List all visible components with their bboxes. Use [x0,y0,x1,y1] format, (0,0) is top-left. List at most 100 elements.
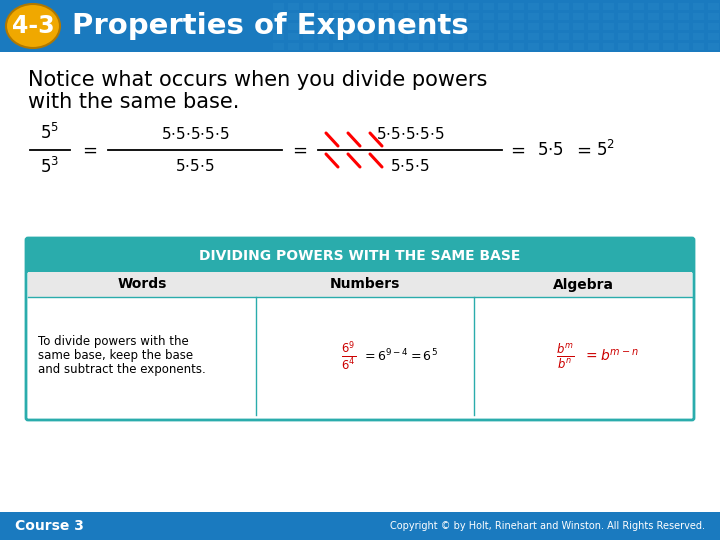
Bar [693,43,704,50]
Bar [273,33,284,40]
Bar [348,33,359,40]
Bar [618,33,629,40]
Bar [573,43,584,50]
Bar [693,33,704,40]
Bar [408,23,419,30]
Bar [303,3,314,10]
Text: $5^2$: $5^2$ [596,140,616,160]
Bar [633,43,644,50]
Text: $\frac{b^m}{b^n}$: $\frac{b^m}{b^n}$ [556,341,575,370]
Bar [543,13,554,20]
Bar [28,256,692,272]
Bar [483,13,494,20]
Text: $5{\cdot}5{\cdot}5$: $5{\cdot}5{\cdot}5$ [390,158,430,174]
Bar [468,23,479,30]
Bar [348,43,359,50]
Bar [588,33,599,40]
Bar [423,33,434,40]
Bar [528,13,539,20]
Text: Notice what occurs when you divide powers: Notice what occurs when you divide power… [28,70,487,90]
Bar [708,33,719,40]
Bar [663,13,674,20]
Bar [543,3,554,10]
Bar [618,43,629,50]
Bar [693,3,704,10]
Text: $5{\cdot}5$: $5{\cdot}5$ [536,141,564,159]
Bar [393,3,404,10]
Bar [378,13,389,20]
Bar [318,23,329,30]
Text: $=$: $=$ [289,141,307,159]
Bar [693,13,704,20]
Bar [633,23,644,30]
Bar [528,23,539,30]
Bar [273,23,284,30]
Bar [288,33,299,40]
Bar [333,3,344,10]
Bar [498,3,509,10]
Bar [603,3,614,10]
Text: $=$: $=$ [572,141,591,159]
Bar [378,43,389,50]
Bar [348,23,359,30]
Text: DIVIDING POWERS WITH THE SAME BASE: DIVIDING POWERS WITH THE SAME BASE [199,249,521,263]
Bar [303,23,314,30]
Bar [393,23,404,30]
Bar [363,3,374,10]
Bar [543,33,554,40]
Text: Words: Words [117,278,167,292]
Bar [513,3,524,10]
Text: same base, keep the base: same base, keep the base [38,349,193,362]
Bar [348,3,359,10]
Bar [498,23,509,30]
Bar [303,43,314,50]
Bar [648,43,659,50]
Bar [528,33,539,40]
Bar [393,33,404,40]
Text: $= 6^{9-4} = 6^5$: $= 6^{9-4} = 6^5$ [362,348,438,364]
Bar [453,3,464,10]
Bar [438,23,449,30]
Bar [513,43,524,50]
Bar [558,13,569,20]
Bar [333,23,344,30]
Bar [363,13,374,20]
Bar [573,3,584,10]
Bar [288,23,299,30]
Bar [273,43,284,50]
Bar [648,33,659,40]
Bar [633,33,644,40]
Bar [0,0,720,52]
Bar [573,23,584,30]
Text: Course 3: Course 3 [15,519,84,533]
Bar [618,13,629,20]
Bar [378,33,389,40]
Bar [528,43,539,50]
Bar [453,43,464,50]
FancyBboxPatch shape [27,239,693,273]
Bar [318,43,329,50]
Bar [333,33,344,40]
Bar [0,512,720,540]
Bar [498,33,509,40]
Text: $5{\cdot}5{\cdot}5{\cdot}5{\cdot}5$: $5{\cdot}5{\cdot}5{\cdot}5{\cdot}5$ [376,126,444,142]
Bar [378,3,389,10]
Bar [333,13,344,20]
Ellipse shape [6,4,60,48]
Bar [438,13,449,20]
Bar [408,3,419,10]
Bar [453,33,464,40]
Bar [408,13,419,20]
Bar [708,43,719,50]
Text: $=$: $=$ [78,141,97,159]
Bar [408,43,419,50]
Bar [513,33,524,40]
Text: $=$: $=$ [507,141,526,159]
Text: $5^3$: $5^3$ [40,157,60,177]
Bar [648,13,659,20]
Bar [498,43,509,50]
Bar [423,3,434,10]
Bar [678,13,689,20]
Bar [678,43,689,50]
Bar [318,13,329,20]
